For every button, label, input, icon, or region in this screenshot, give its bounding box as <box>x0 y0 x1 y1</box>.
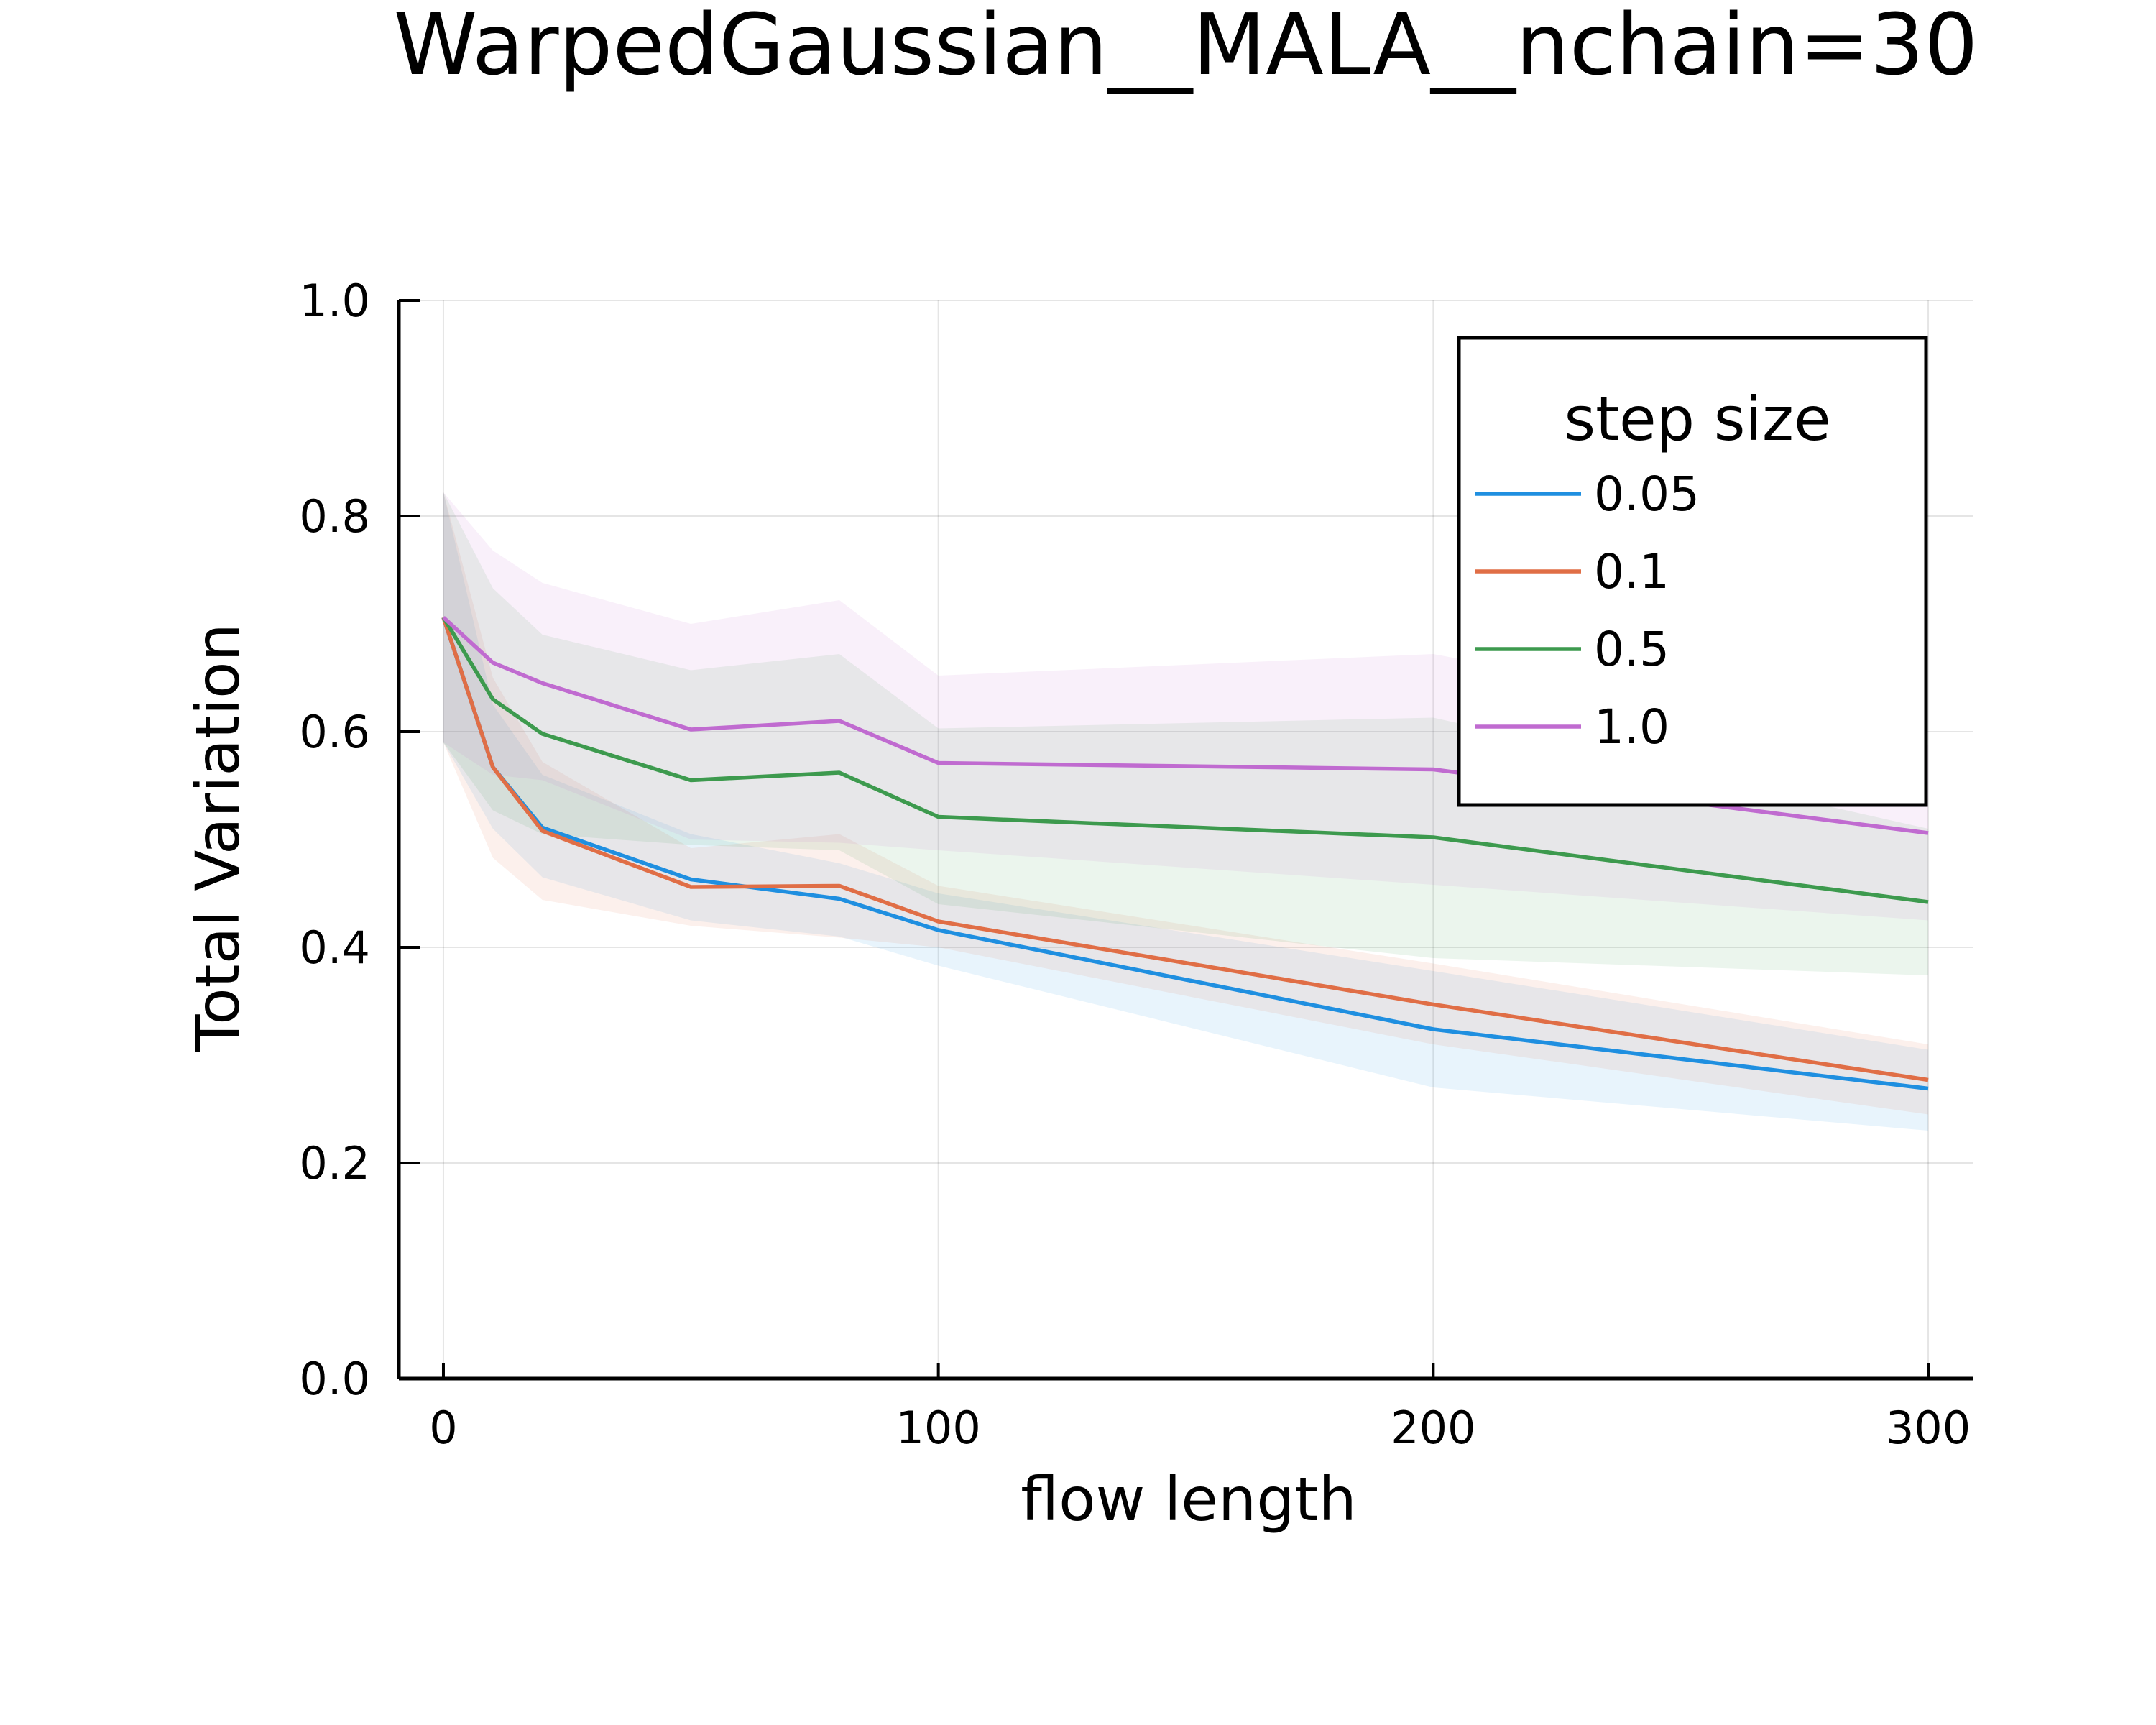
legend: step size 0.05 0.1 0.5 1.0 <box>1457 336 1928 807</box>
legend-label: 0.05 <box>1594 466 1700 522</box>
x-tick-label: 0 <box>429 1402 457 1454</box>
legend-label: 1.0 <box>1594 699 1669 755</box>
band-series-0 <box>443 492 1929 1131</box>
x-tick-label: 300 <box>1886 1402 1971 1454</box>
band-series-3 <box>443 492 1929 921</box>
grid-lines <box>399 300 1973 1379</box>
x-tick-label: 100 <box>895 1402 980 1454</box>
y-axis-label: Total Variation <box>183 623 253 1052</box>
y-tick-label: 0.6 <box>299 706 370 758</box>
x-axis-label: flow length <box>1021 1464 1356 1535</box>
x-tick-label: 200 <box>1391 1402 1475 1454</box>
y-tick-label: 0.2 <box>299 1137 370 1190</box>
line-series-2 <box>441 616 1929 904</box>
tick-labels: 0 100 200 300 0.0 0.2 0.4 0.6 0.8 1.0 <box>299 275 1971 1454</box>
line-series-3 <box>442 615 1929 835</box>
y-tick-label: 0.0 <box>299 1353 370 1405</box>
legend-title: step size <box>1564 384 1830 454</box>
line-series-1 <box>441 617 1929 1082</box>
y-tick-label: 1.0 <box>299 275 370 327</box>
legend-items: 0.05 0.1 0.5 1.0 <box>1475 466 1700 755</box>
axes <box>397 299 1973 1381</box>
chart-title: WarpedGaussian__MALA__nchain=30 <box>394 0 1978 94</box>
legend-label: 0.1 <box>1594 544 1669 599</box>
y-tick-label: 0.4 <box>299 921 370 974</box>
y-tick-label: 0.8 <box>299 490 370 543</box>
legend-label: 0.5 <box>1594 622 1669 677</box>
series-lines <box>441 615 1929 1091</box>
band-series-1 <box>443 492 1929 1115</box>
